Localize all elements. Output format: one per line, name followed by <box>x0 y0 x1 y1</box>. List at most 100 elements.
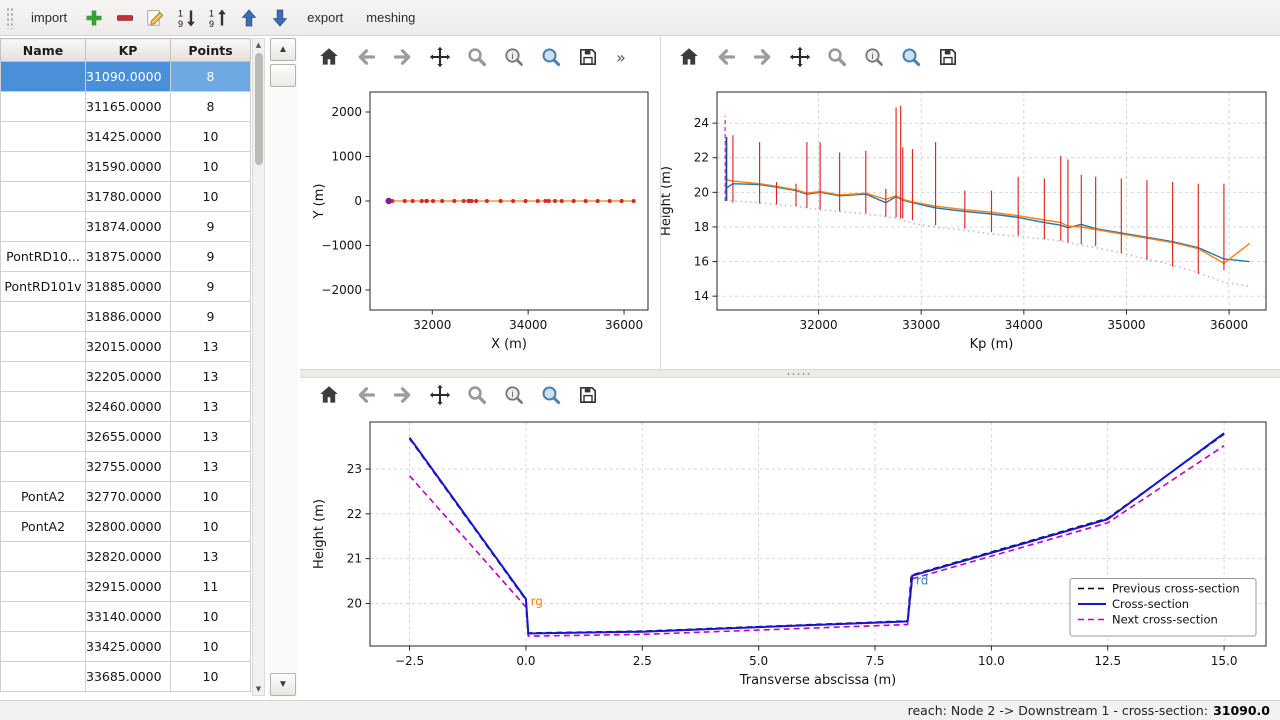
cell-name[interactable] <box>0 91 86 122</box>
add-cross-section-button[interactable] <box>80 4 108 32</box>
cell-points[interactable]: 13 <box>170 541 251 572</box>
cell-name[interactable] <box>0 121 86 152</box>
move-down-button[interactable] <box>266 4 294 32</box>
import-button[interactable]: import <box>21 5 77 30</box>
table-row[interactable]: PontA2 32770.0000 10 <box>0 481 251 512</box>
edit-parameters-button[interactable] <box>896 42 926 72</box>
cell-kp[interactable]: 31875.0000 <box>85 241 171 272</box>
forward-button[interactable] <box>388 380 418 410</box>
cell-name[interactable]: PontRD101v <box>0 271 86 302</box>
pan-button[interactable] <box>785 42 815 72</box>
cell-kp[interactable]: 33425.0000 <box>85 631 171 662</box>
cell-name[interactable] <box>0 421 86 452</box>
cell-kp[interactable]: 31090.0000 <box>85 61 171 92</box>
cell-points[interactable]: 9 <box>170 271 251 302</box>
home-button[interactable] <box>314 380 344 410</box>
cell-name[interactable] <box>0 361 86 392</box>
cell-kp[interactable]: 32820.0000 <box>85 541 171 572</box>
cell-kp[interactable]: 31780.0000 <box>85 181 171 212</box>
pan-button[interactable] <box>425 380 455 410</box>
column-header-name[interactable]: Name <box>0 38 86 62</box>
table-row[interactable]: 31780.0000 10 <box>0 181 251 212</box>
move-up-button[interactable] <box>235 4 263 32</box>
table-row[interactable]: 33425.0000 10 <box>0 631 251 662</box>
cell-points[interactable]: 10 <box>170 181 251 212</box>
cross-section-canvas[interactable]: −2.5 0.0 2.5 5.0 7.5 10.0 12.5 15.0 20 21 22 23 Tran… <box>300 412 1280 698</box>
longitudinal-profile-canvas[interactable]: 32000 33000 34000 35000 36000 14 16 18 20 22 24 Kp … <box>659 78 1280 370</box>
meshing-button[interactable]: meshing <box>356 5 425 30</box>
edit-parameters-button[interactable] <box>536 380 566 410</box>
panel-scroll-up-button[interactable]: ▲ <box>270 38 296 61</box>
cell-kp[interactable]: 32915.0000 <box>85 571 171 602</box>
cell-name[interactable]: PontA2 <box>0 481 86 512</box>
cell-points[interactable]: 10 <box>170 661 251 692</box>
cell-name[interactable] <box>0 61 86 92</box>
table-row[interactable]: 32205.0000 13 <box>0 361 251 392</box>
cell-points[interactable]: 8 <box>170 61 251 92</box>
cell-points[interactable]: 13 <box>170 391 251 422</box>
cell-kp[interactable]: 31886.0000 <box>85 301 171 332</box>
cell-name[interactable] <box>0 391 86 422</box>
cell-points[interactable]: 9 <box>170 211 251 242</box>
back-button[interactable] <box>711 42 741 72</box>
zoom-button[interactable] <box>462 42 492 72</box>
panel-scrollbar[interactable]: ▲ ▼ <box>268 38 298 698</box>
cell-kp[interactable]: 32015.0000 <box>85 331 171 362</box>
configure-subplots-button[interactable]: i <box>499 42 529 72</box>
table-row[interactable]: 31165.0000 8 <box>0 91 251 122</box>
scroll-down-icon[interactable]: ▼ <box>255 685 262 693</box>
scrollbar-thumb[interactable] <box>254 53 263 165</box>
scroll-up-icon[interactable]: ▲ <box>255 41 262 49</box>
cell-kp[interactable]: 32800.0000 <box>85 511 171 542</box>
cell-points[interactable]: 10 <box>170 601 251 632</box>
cell-kp[interactable]: 31874.0000 <box>85 211 171 242</box>
cell-name[interactable]: PontA2 <box>0 511 86 542</box>
cell-name[interactable] <box>0 571 86 602</box>
table-row[interactable]: PontA2 32800.0000 10 <box>0 511 251 542</box>
cell-kp[interactable]: 32770.0000 <box>85 481 171 512</box>
cell-kp[interactable]: 31885.0000 <box>85 271 171 302</box>
cell-kp[interactable]: 31165.0000 <box>85 91 171 122</box>
toolbar-overflow-chevron[interactable]: » <box>616 47 626 67</box>
pan-button[interactable] <box>425 42 455 72</box>
cell-kp[interactable]: 32755.0000 <box>85 451 171 482</box>
table-row[interactable]: 33685.0000 10 <box>0 661 251 692</box>
zoom-button[interactable] <box>822 42 852 72</box>
cell-name[interactable] <box>0 661 86 692</box>
table-row[interactable]: 31590.0000 10 <box>0 151 251 182</box>
horizontal-splitter[interactable] <box>300 369 1280 378</box>
cell-points[interactable]: 13 <box>170 421 251 452</box>
table-row[interactable]: 33140.0000 10 <box>0 601 251 632</box>
cell-points[interactable]: 9 <box>170 301 251 332</box>
cell-kp[interactable]: 32655.0000 <box>85 421 171 452</box>
table-row[interactable]: PontRD10... 31875.0000 9 <box>0 241 251 272</box>
cell-points[interactable]: 9 <box>170 241 251 272</box>
cell-points[interactable]: 11 <box>170 571 251 602</box>
cell-points[interactable]: 10 <box>170 511 251 542</box>
cell-name[interactable] <box>0 181 86 212</box>
plan-view-canvas[interactable]: 32000 34000 36000 −2000 −1000 0 1000 2000 X (m) Y… <box>300 78 660 370</box>
cell-name[interactable] <box>0 541 86 572</box>
panel-scroll-down-button[interactable]: ▼ <box>270 673 296 696</box>
cell-name[interactable] <box>0 301 86 332</box>
cell-name[interactable] <box>0 631 86 662</box>
cell-points[interactable]: 13 <box>170 331 251 362</box>
cell-points[interactable]: 10 <box>170 121 251 152</box>
configure-subplots-button[interactable]: i <box>499 380 529 410</box>
table-row[interactable]: PontRD101v 31885.0000 9 <box>0 271 251 302</box>
panel-scrollbar-thumb[interactable] <box>270 64 296 87</box>
table-row[interactable]: 31425.0000 10 <box>0 121 251 152</box>
remove-cross-section-button[interactable] <box>111 4 139 32</box>
cell-kp[interactable]: 31590.0000 <box>85 151 171 182</box>
cell-name[interactable] <box>0 211 86 242</box>
column-header-points[interactable]: Points <box>170 38 251 62</box>
table-row[interactable]: 32915.0000 11 <box>0 571 251 602</box>
table-row[interactable]: 32820.0000 13 <box>0 541 251 572</box>
home-button[interactable] <box>314 42 344 72</box>
cell-kp[interactable]: 33140.0000 <box>85 601 171 632</box>
table-row[interactable]: 31886.0000 9 <box>0 301 251 332</box>
forward-button[interactable] <box>388 42 418 72</box>
cell-name[interactable] <box>0 601 86 632</box>
cell-points[interactable]: 10 <box>170 481 251 512</box>
